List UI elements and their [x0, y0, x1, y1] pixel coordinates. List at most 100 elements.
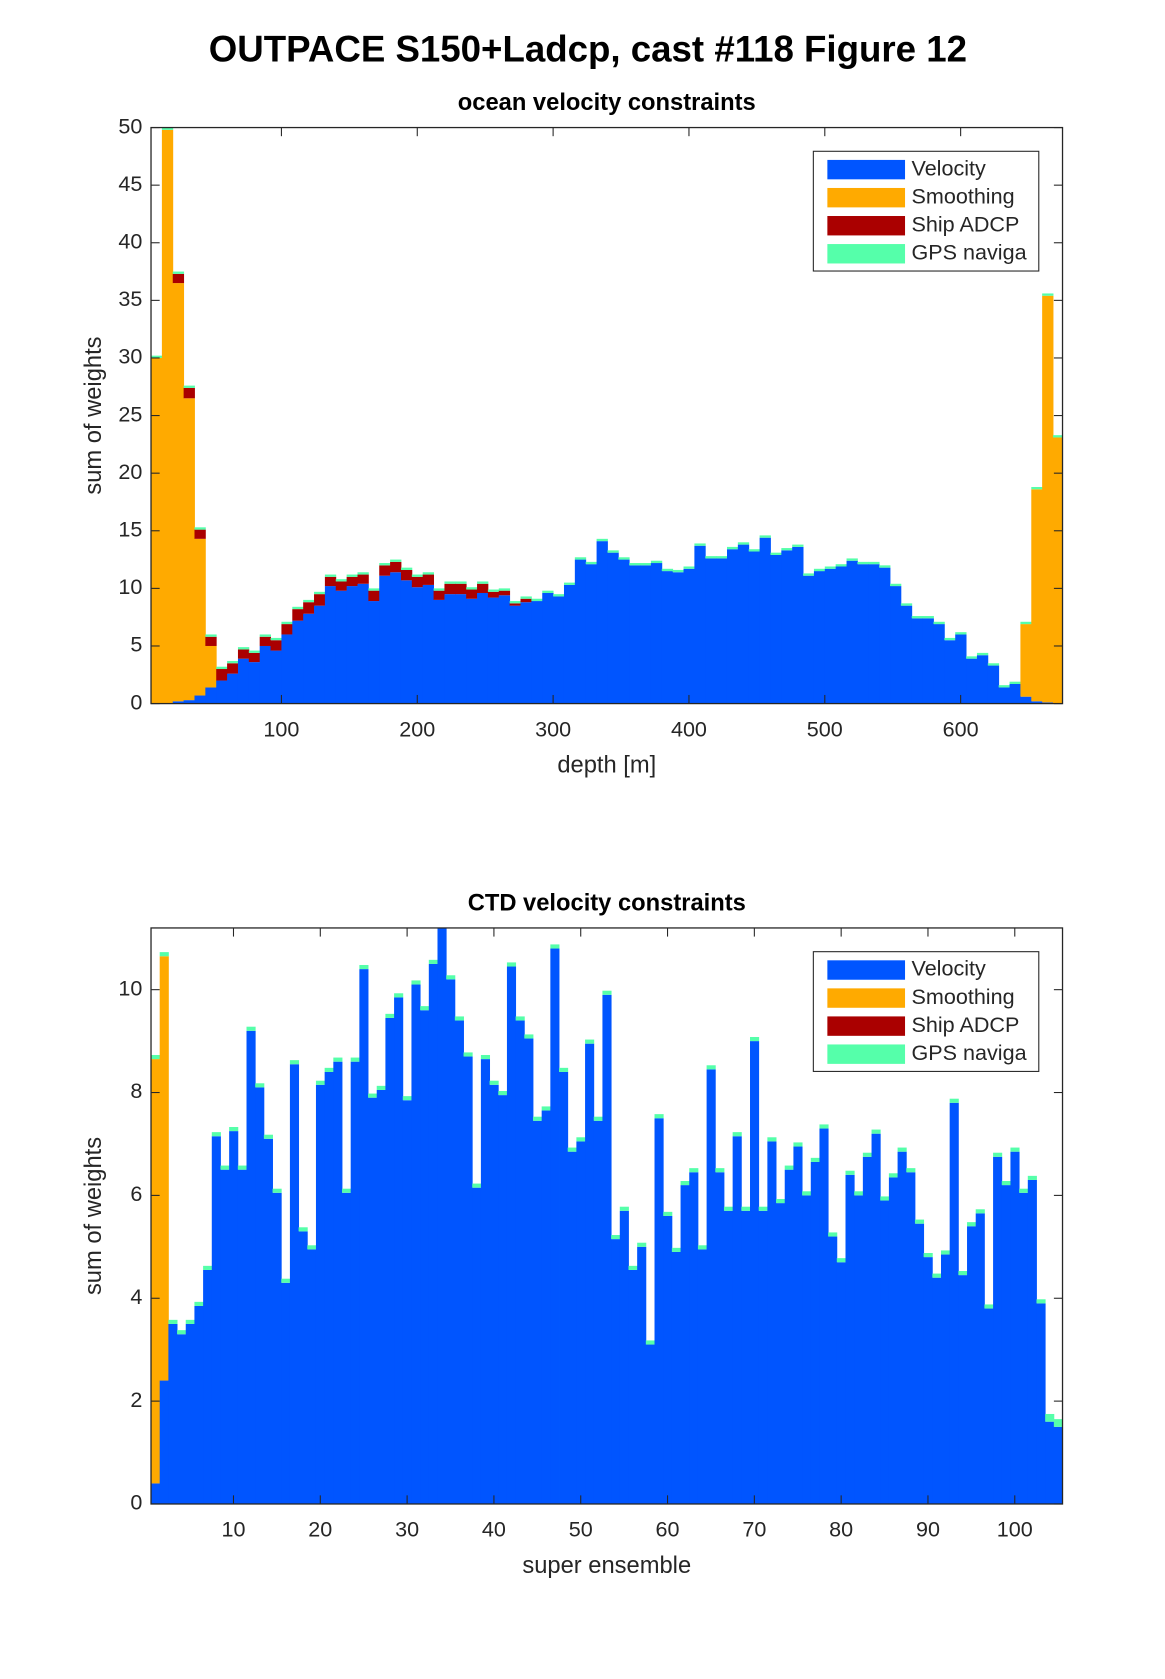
bar-segment [333, 1061, 343, 1504]
bar-segment [1031, 486, 1043, 490]
bar-segment [307, 1249, 317, 1504]
bar-segment [906, 1172, 916, 1504]
x-axis-label: super ensemble [522, 1553, 691, 1579]
x-tick-label: 30 [395, 1517, 419, 1542]
legend-swatch [827, 187, 906, 208]
bar-segment [248, 662, 261, 704]
bar-segment [828, 1236, 838, 1504]
bar-segment [281, 1278, 291, 1283]
bar-segment [324, 576, 337, 587]
bar-segment [879, 565, 891, 568]
bar-segment [172, 701, 185, 704]
y-tick-label: 10 [118, 574, 142, 599]
bar-segment [1027, 1175, 1037, 1180]
bar-segment [975, 1209, 985, 1214]
bar-segment [810, 1161, 820, 1504]
bar-segment [661, 571, 674, 704]
bar-segment [810, 1157, 820, 1162]
bar-segment [694, 543, 706, 546]
bar-segment [553, 596, 565, 704]
bar-segment [515, 1020, 525, 1504]
bar-segment [248, 650, 261, 653]
bar-segment [433, 590, 445, 600]
bar-segment [563, 584, 576, 704]
bar-segment [705, 558, 717, 704]
bar-segment [654, 1114, 664, 1119]
bar-segment [229, 1126, 239, 1132]
bar-segment [958, 1270, 968, 1276]
bar-segment [984, 1308, 994, 1504]
bar-segment [237, 649, 250, 659]
bar-segment [520, 602, 532, 704]
bar-segment [854, 1195, 864, 1504]
bar-segment [227, 660, 239, 664]
bar-segment [303, 599, 315, 603]
bar-segment [835, 566, 847, 704]
legend-swatch [827, 159, 906, 180]
bar-segment [307, 1245, 317, 1250]
bar-segment [567, 1151, 577, 1504]
bar-segment [750, 1036, 760, 1042]
bar-segment [487, 591, 500, 598]
bars [151, 127, 1063, 704]
bar-segment [515, 1016, 525, 1021]
bar-segment [368, 590, 380, 602]
bar-segment [420, 1010, 430, 1504]
bar-segment [1020, 624, 1032, 697]
bar-segment [741, 1210, 751, 1504]
bar-segment [683, 566, 695, 569]
bar-segment [400, 567, 413, 570]
bar-segment [498, 1090, 508, 1096]
bar-segment [357, 583, 369, 704]
bar-segment [819, 1128, 829, 1504]
bar-segment [640, 563, 652, 566]
bar-segment [394, 993, 404, 998]
bar-segment [466, 587, 478, 590]
bar-segment [723, 1206, 734, 1211]
bar-segment [216, 680, 228, 704]
bar-segment [428, 959, 438, 964]
bar-segment [151, 1483, 161, 1504]
bar-segment [455, 583, 467, 595]
bar-segment [379, 575, 391, 704]
bar-segment [857, 561, 869, 565]
bar-segment [237, 1169, 247, 1504]
bar-segment [433, 588, 445, 591]
bar-segment [211, 1132, 221, 1137]
y-tick-label: 30 [118, 344, 142, 369]
bar-segment [542, 592, 554, 704]
y-tick-label: 0 [130, 689, 142, 714]
bar-segment [645, 1340, 655, 1345]
bar-segment [524, 1034, 534, 1039]
bar-segment [802, 1195, 812, 1504]
bar-segment [335, 590, 348, 704]
bar-segment [857, 564, 869, 704]
bar-segment [890, 583, 902, 587]
bar-segment [975, 1213, 985, 1504]
bar-segment [359, 969, 369, 1504]
x-tick-label: 40 [482, 1517, 506, 1542]
bar-segment [868, 561, 880, 565]
bar-segment [498, 1095, 508, 1504]
bar-segment [437, 927, 447, 1504]
bar-segment [750, 1041, 760, 1504]
y-tick-label: 6 [130, 1181, 142, 1206]
bar-segment [1045, 1413, 1055, 1422]
bar-segment [220, 1165, 230, 1170]
bar-segment [836, 1262, 846, 1504]
bar-segment [292, 606, 304, 610]
bar-segment [159, 1380, 169, 1504]
bar-segment [737, 542, 750, 545]
bar-segment [203, 1269, 213, 1504]
bar-segment [466, 598, 478, 704]
bar-segment [259, 636, 271, 646]
bar-segment [900, 603, 913, 606]
bar-segment [489, 1080, 499, 1085]
bar-segment [854, 1191, 864, 1196]
bar-segment [402, 1096, 412, 1101]
bar-segment [732, 1132, 742, 1137]
bar-segment [346, 574, 358, 577]
y-tick-label: 4 [130, 1284, 142, 1309]
y-tick-label: 40 [118, 228, 142, 253]
bar-segment [723, 1210, 734, 1504]
